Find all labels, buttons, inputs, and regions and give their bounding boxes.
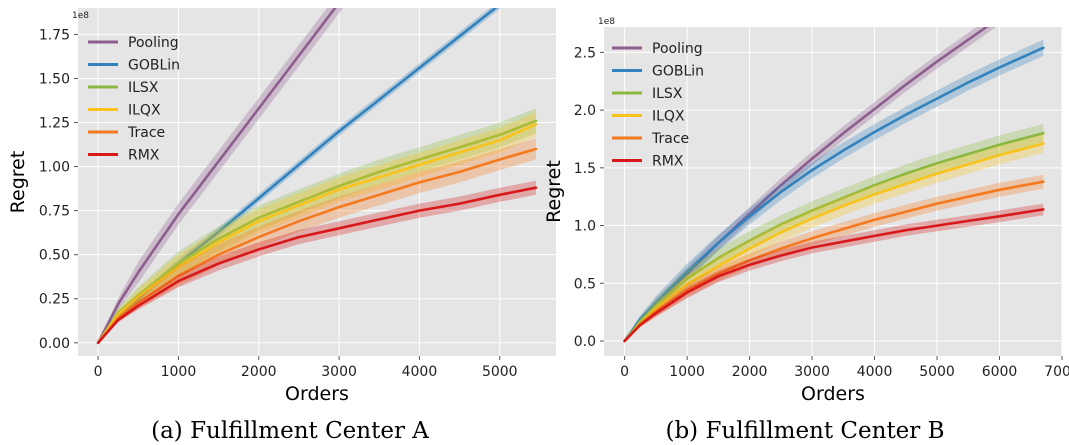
x-tick-label: 3000 [794, 364, 830, 380]
series-layer [623, 27, 1045, 343]
band-trace [98, 138, 536, 343]
legend-label-pooling: Pooling [652, 41, 703, 57]
line-ilsx [623, 131, 1045, 343]
legend: Pooling GOBLin ILSX ILQX Trace RMX [612, 41, 704, 170]
legend-label-goblin: GOBLin [128, 58, 180, 74]
y-tick-label: 2.5 [574, 45, 596, 61]
band-rmx [624, 203, 1044, 341]
legend-label-ilsx: ILSX [652, 86, 683, 102]
y-tick-label: 0.25 [39, 292, 70, 308]
caption-b: (b) Fulfillment Center B [665, 418, 944, 444]
line-goblin [623, 46, 1045, 343]
legend-label-ilqx: ILQX [652, 109, 685, 125]
legend-label-pooling: Pooling [128, 35, 179, 51]
chart-fulfillment-center-a: 0 1000 2000 3000 4000 5000 0.00 0.25 0.50 0.75 1.0… [7, 8, 556, 405]
caption-a: (a) Fulfillment Center A [151, 418, 429, 444]
x-tick-label: 5000 [482, 364, 518, 380]
x-tick-label: 4000 [402, 364, 438, 380]
x-tick-label: 2000 [241, 364, 277, 380]
x-tick-label: 2000 [732, 364, 768, 380]
y-tick-label: 0.5 [574, 276, 596, 292]
x-tick-label: 0 [620, 364, 629, 380]
y-tick-label: 2.0 [574, 103, 596, 119]
x-tick-label: 5000 [919, 364, 955, 380]
legend-label-trace: Trace [127, 125, 165, 141]
y-tick-label: 1.25 [39, 116, 70, 132]
y-tick-label: 1.00 [39, 160, 70, 176]
band-ilqx [98, 112, 536, 343]
y-tick-label: 0.50 [39, 248, 70, 264]
line-rmx [623, 208, 1045, 343]
y-tick-label: 1.0 [574, 219, 596, 235]
x-axis-label: Orders [801, 383, 865, 405]
legend-label-rmx: RMX [652, 154, 684, 170]
band-ilsx [624, 124, 1044, 341]
y-tick-label: 1.50 [39, 71, 70, 87]
y-tick-label: 0.75 [39, 204, 70, 220]
y-tick-label: 0.0 [574, 334, 596, 350]
band-trace [624, 174, 1044, 341]
legend-label-trace: Trace [651, 131, 689, 147]
y-tick-label: 0.00 [39, 336, 70, 352]
legend-label-rmx: RMX [128, 148, 160, 164]
line-trace [623, 180, 1045, 343]
band-goblin [624, 39, 1044, 341]
plot-area [78, 8, 556, 356]
band-ilsx [98, 108, 536, 343]
y-tick-label: 1.75 [39, 27, 70, 43]
y-axis-multiplier: 1e8 [72, 11, 89, 21]
x-tick-label: 1000 [161, 364, 197, 380]
legend-label-goblin: GOBLin [652, 64, 704, 80]
line-trace [96, 147, 538, 345]
x-axis-label: Orders [285, 383, 349, 405]
x-tick-label: 4000 [857, 364, 893, 380]
line-ilqx [623, 142, 1045, 343]
line-ilqx [96, 123, 538, 345]
x-tick-label: 1000 [669, 364, 705, 380]
series-layer [96, 8, 538, 345]
legend-label-ilqx: ILQX [128, 103, 161, 119]
line-ilsx [96, 119, 538, 345]
y-axis-label: Regret [7, 151, 29, 214]
y-axis-label: Regret [543, 160, 565, 223]
x-tick-label: 6000 [982, 364, 1018, 380]
line-rmx [96, 186, 538, 345]
y-tick-label: 1.5 [574, 161, 596, 177]
line-pooling [96, 8, 337, 345]
y-axis-multiplier: 1e8 [598, 17, 615, 27]
legend-label-ilsx: ILSX [128, 80, 159, 96]
x-tick-label: 0 [94, 364, 103, 380]
legend: Pooling GOBLin ILSX ILQX Trace RMX [88, 35, 180, 164]
plot-area [604, 27, 1062, 356]
x-tick-label: 3000 [321, 364, 357, 380]
